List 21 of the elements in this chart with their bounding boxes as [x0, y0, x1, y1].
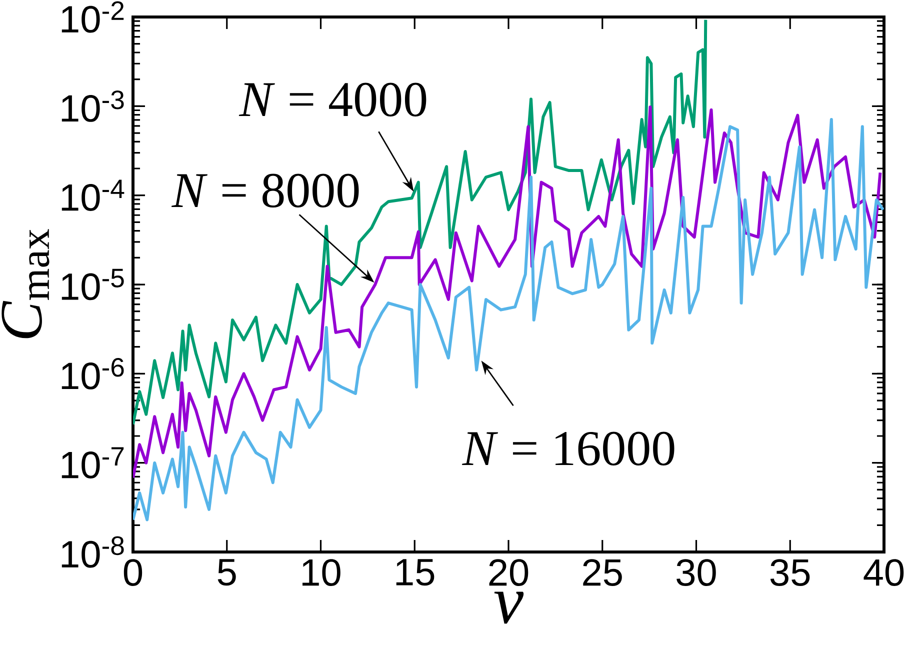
annotation: N = 8000: [171, 174, 359, 208]
x-tick-label: 30: [676, 559, 716, 586]
y-tick-label: 10$^{-5}$: [62, 268, 124, 300]
y-tick-label: 10$^{-3}$: [62, 90, 124, 122]
x-tick-label: 0: [124, 559, 142, 586]
y-tick-label: 10$^{-6}$: [62, 358, 124, 390]
x-tick-label: 25: [583, 559, 622, 586]
x-axis-title: v: [494, 592, 524, 624]
y-tick-label: 10$^{-4}$: [62, 180, 124, 211]
x-tick-label: 15: [396, 559, 434, 586]
x-tick-label: 5: [218, 559, 236, 586]
y-axis-title: C$_{max}$: [2, 229, 50, 338]
x-tick-label: 35: [770, 559, 810, 586]
x-tick-label: 40: [864, 559, 904, 586]
annotation: N = 4000: [238, 82, 426, 117]
x-tick-label: 10: [302, 559, 340, 586]
x-tick-label: 20: [489, 559, 528, 586]
y-tick-label: 10$^{-2}$: [62, 1, 124, 33]
y-tick-label: 10$^{-8}$: [62, 536, 124, 568]
annotation: N = 16000: [462, 432, 674, 466]
y-tick-label: 10$^{-7}$: [62, 447, 124, 478]
